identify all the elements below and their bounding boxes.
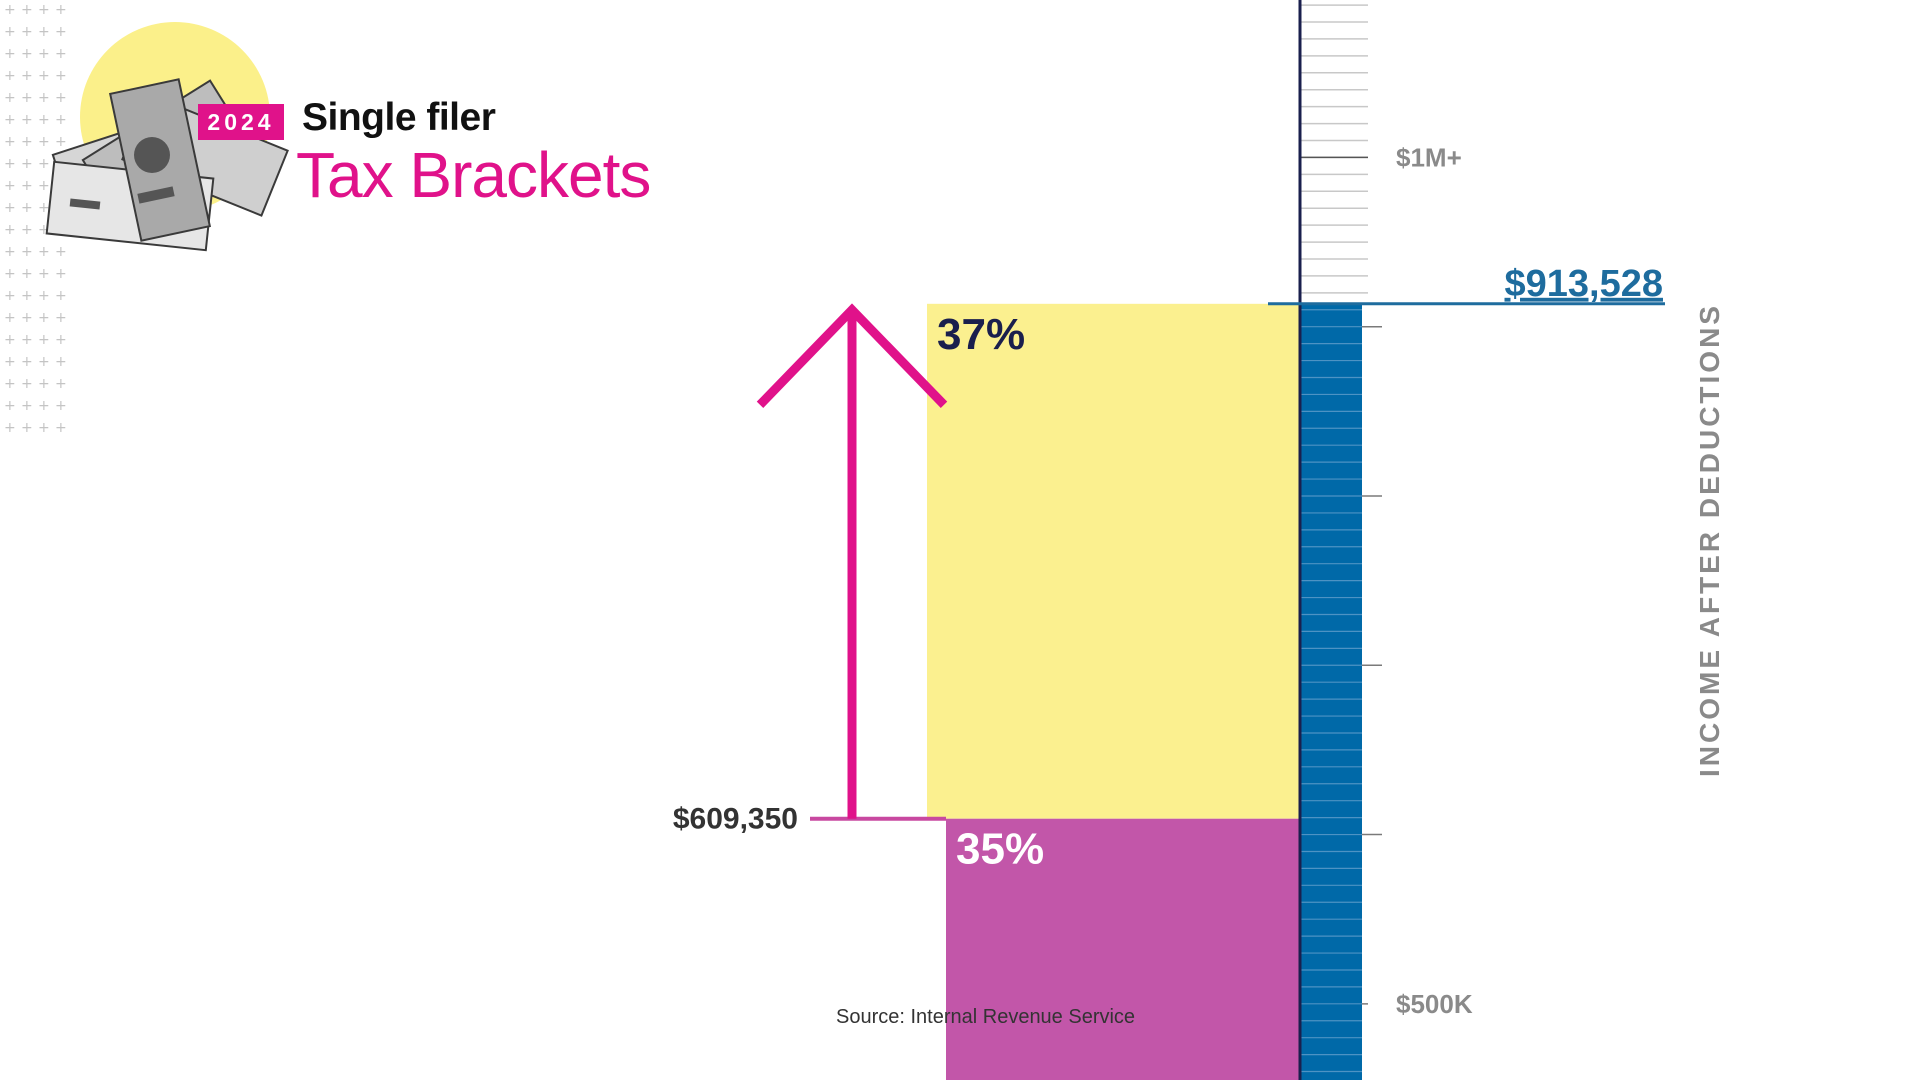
source-note: Source: Internal Revenue Service <box>836 1006 1136 1028</box>
up-arrow-icon <box>756 303 948 819</box>
bracket-35-bar <box>946 818 1300 1080</box>
year-badge: 2024 <box>198 104 284 140</box>
threshold-label: $609,350 <box>673 803 798 836</box>
y-axis-title: INCOME AFTER DEDUCTIONS <box>1694 303 1725 777</box>
income-bar <box>1300 303 1362 1080</box>
income-axis-ticks <box>1300 4 1382 1005</box>
income-bar-ticks <box>1300 309 1362 1073</box>
page-subtitle: Single filer <box>302 96 496 139</box>
page-title: Tax Brackets <box>296 139 651 211</box>
bracket-37-bar <box>927 303 1300 819</box>
bracket-37-label: 37% <box>937 310 1025 359</box>
y-tick-label: $500K <box>1396 989 1473 1019</box>
decorative-plus-grid: + + + + + + + + + + + + + + + + + + + + + + + + + + + + + + + + + + + + + + + +… <box>4 2 67 436</box>
bracket-35-label: 35% <box>956 825 1044 874</box>
y-tick-label: $1M+ <box>1396 142 1462 172</box>
income-label: $913,528 <box>1505 263 1664 305</box>
